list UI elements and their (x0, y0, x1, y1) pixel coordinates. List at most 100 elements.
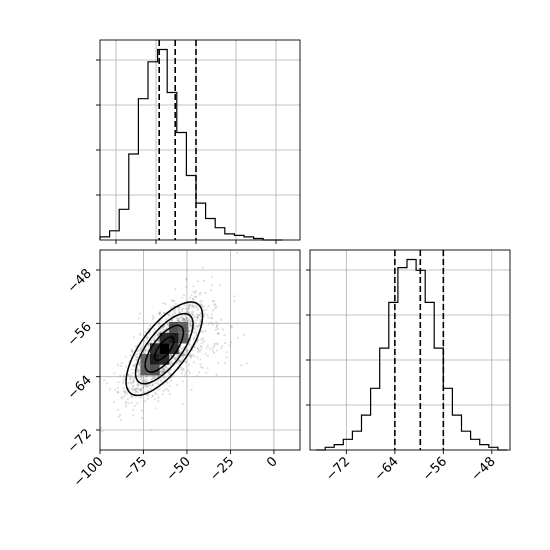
scatter-point (178, 351, 181, 355)
scatter-point (130, 368, 134, 371)
scatter-point (195, 313, 198, 316)
scatter-point (144, 330, 147, 334)
scatter-point (162, 367, 165, 370)
scatter-point (127, 382, 130, 385)
scatter-point (162, 370, 165, 373)
scatter-point (129, 381, 132, 384)
scatter-point (123, 374, 126, 377)
scatter-point (196, 316, 199, 319)
scatter-point (195, 319, 198, 322)
density-block (150, 364, 160, 376)
scatter-point (119, 413, 122, 416)
scatter-point (184, 318, 187, 321)
density-block (169, 322, 179, 333)
scatter-point (162, 369, 165, 372)
scatter-point (175, 383, 179, 387)
scatter-point (233, 295, 236, 298)
scatter-point (141, 378, 144, 381)
scatter-point (207, 316, 210, 319)
contour-line (144, 324, 185, 373)
scatter-point (136, 350, 139, 353)
scatter-point (181, 380, 184, 383)
scatter-point (134, 358, 137, 361)
scatter-point (202, 330, 205, 333)
scatter-point (188, 326, 191, 329)
scatter-point (125, 365, 128, 368)
scatter-point (181, 367, 184, 370)
scatter-point (140, 375, 143, 378)
scatter-point (181, 319, 184, 322)
scatter-point (116, 363, 120, 366)
scatter-point (136, 384, 139, 387)
scatter-point (170, 353, 173, 356)
scatter-point (191, 349, 194, 352)
scatter-point (123, 391, 127, 394)
scatter-point (119, 364, 122, 367)
histogram-y: −72 −64 −56 −48 (306, 249, 511, 484)
scatter-point (137, 374, 140, 377)
scatter-point (131, 350, 134, 353)
scatter-point (215, 321, 218, 324)
scatter-point (193, 355, 196, 358)
scatter-point (173, 310, 176, 313)
scatter-point (132, 384, 135, 387)
scatter-point (166, 367, 169, 370)
scatter-x-tick-label: −100 (71, 454, 107, 490)
scatter-point (188, 372, 191, 375)
scatter-point (122, 390, 125, 393)
scatter-point (163, 311, 166, 315)
scatter-point (180, 316, 183, 319)
scatter-point (178, 359, 182, 362)
scatter-point (176, 317, 179, 320)
scatter-point (193, 346, 196, 349)
scatter-point (192, 285, 195, 288)
scatter-point (138, 312, 142, 315)
scatter-point (168, 392, 171, 396)
scatter-point (117, 391, 120, 394)
scatter-point (200, 330, 203, 333)
scatter-point (157, 339, 160, 342)
scatter-point (196, 347, 199, 350)
scatter-x-tick-label: 0 (264, 454, 280, 470)
scatter-point (197, 314, 200, 317)
scatter-point (236, 336, 239, 339)
scatter-point (195, 341, 199, 344)
scatter-point (142, 380, 145, 383)
scatter-x-tick-label: −25 (207, 454, 237, 484)
scatter-point (167, 313, 170, 316)
scatter-point (140, 409, 143, 412)
scatter-point (165, 368, 168, 371)
scatter-point (182, 317, 185, 320)
scatter-point (201, 266, 204, 269)
scatter-point (143, 348, 147, 351)
scatter-point (184, 307, 187, 310)
scatter-point (137, 317, 140, 320)
scatter-point (212, 300, 215, 303)
scatter-point (174, 303, 177, 306)
scatter-point (175, 362, 178, 365)
scatter-point (188, 317, 191, 320)
scatter-point (163, 368, 166, 371)
scatter-point (184, 319, 187, 323)
scatter-point (183, 353, 186, 356)
scatter-point (181, 320, 184, 323)
scatter-point (122, 387, 125, 390)
scatter-point (196, 356, 199, 359)
contour-line (153, 336, 175, 362)
scatter-point (160, 380, 163, 383)
scatter-point (152, 337, 155, 340)
scatter-point (178, 306, 181, 309)
scatter-point (145, 385, 148, 388)
scatter-point (186, 308, 189, 311)
scatter-point (236, 251, 239, 254)
scatter-point (181, 310, 184, 313)
scatter-point (202, 366, 205, 369)
scatter-point (184, 373, 187, 376)
contours (125, 301, 204, 397)
scatter-point (182, 353, 186, 356)
scatter-point (174, 357, 177, 360)
scatter-point (163, 370, 166, 373)
scatter-point (146, 380, 149, 383)
scatter-point (139, 349, 142, 352)
scatter-point (153, 338, 156, 341)
